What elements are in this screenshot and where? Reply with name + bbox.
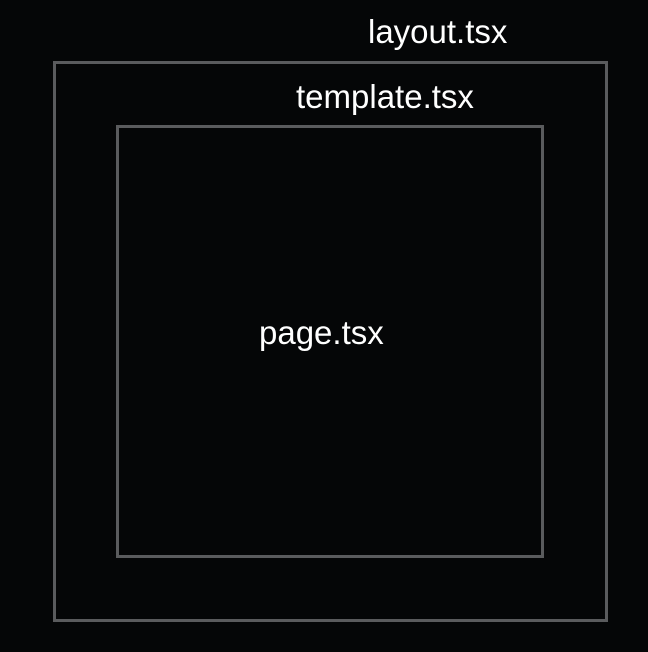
layout-file-label: layout.tsx bbox=[368, 13, 508, 50]
layout-boundary-box bbox=[53, 61, 608, 622]
template-boundary-box bbox=[116, 125, 544, 558]
template-file-label: template.tsx bbox=[296, 78, 474, 115]
page-file-label: page.tsx bbox=[259, 314, 384, 351]
